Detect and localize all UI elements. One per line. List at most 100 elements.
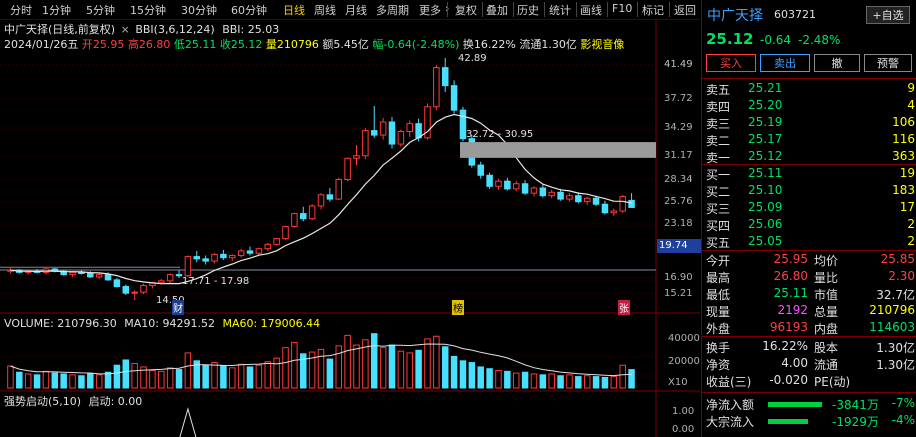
candle-body xyxy=(450,85,458,111)
candle-body xyxy=(273,238,280,245)
statistics-button[interactable]: 统计 xyxy=(549,4,571,17)
candle-body xyxy=(317,194,325,207)
volume-bars xyxy=(7,333,635,389)
tab-15min[interactable]: 15分钟 xyxy=(130,4,166,17)
tab-60min[interactable]: 60分钟 xyxy=(231,4,267,17)
volume-bar xyxy=(149,369,156,389)
volume-bar xyxy=(362,339,369,389)
candle-body xyxy=(211,253,218,262)
volume-bar xyxy=(184,352,192,389)
ask-volume: 106 xyxy=(892,115,915,129)
indicator-name[interactable]: BBI(3,6,12,24) xyxy=(135,23,215,36)
tab-weekly[interactable]: 周线 xyxy=(314,4,336,17)
bid-price: 25.09 xyxy=(748,200,783,214)
sub-tick: 0.00 xyxy=(672,424,695,435)
add-watchlist-label: +自选 xyxy=(872,9,904,22)
bar-volume: 量210796 xyxy=(265,38,319,51)
volume-bar xyxy=(557,375,564,389)
volume-bar xyxy=(95,374,103,389)
volume-bar xyxy=(42,370,50,389)
overlay-button[interactable]: 叠加 xyxy=(486,4,508,17)
stat-value: 32.7亿 xyxy=(876,288,915,302)
sub-tick: 1.00 xyxy=(672,406,695,417)
bid-volume: 183 xyxy=(892,183,915,197)
financial-report-marker[interactable]: 财 xyxy=(172,300,184,315)
volume-header: VOLUME: 210796.30 MA10: 94291.52 MA60: 1… xyxy=(4,317,320,330)
candle-body xyxy=(193,256,201,260)
stock-code: 603721 xyxy=(774,8,816,21)
gap-band-label: 17.71 - 17.98 xyxy=(182,276,250,287)
volume-bar xyxy=(326,358,334,389)
candle-body xyxy=(264,243,272,250)
stat-label: 换手 xyxy=(706,341,731,355)
volume-bar xyxy=(353,344,360,389)
float-cap: 流通1.30亿 xyxy=(519,38,577,51)
candle-body xyxy=(69,271,76,276)
stat-label: 外盘 xyxy=(706,322,731,336)
tab-intraday[interactable]: 分时 xyxy=(10,4,32,17)
bid-level-label: 买一 xyxy=(706,168,731,182)
price-tick: 34.29 xyxy=(664,122,693,133)
ask-price: 25.17 xyxy=(748,132,783,146)
low-price-label: 14.50 xyxy=(156,295,185,306)
add-watchlist-button[interactable]: +自选 xyxy=(866,6,910,24)
f10-button[interactable]: F10 xyxy=(612,2,633,15)
tab-30min[interactable]: 30分钟 xyxy=(181,4,217,17)
mark-button[interactable]: 标记 xyxy=(642,4,664,17)
draw-line-button[interactable]: 画线 xyxy=(580,4,602,17)
volume-bar xyxy=(255,364,263,389)
buy-button[interactable]: 买入 xyxy=(706,54,756,72)
divider xyxy=(702,392,916,393)
volume-bar xyxy=(24,373,32,389)
volume-bar xyxy=(424,338,431,389)
divider xyxy=(702,78,916,79)
tab-5min[interactable]: 5分钟 xyxy=(86,4,115,17)
tab-daily[interactable]: 日线 xyxy=(283,4,305,17)
volume-bar xyxy=(441,346,449,389)
candle-body xyxy=(326,194,334,200)
candle-body xyxy=(530,187,538,194)
volume-bar xyxy=(131,362,138,389)
dragon-tiger-list-marker[interactable]: 榜 xyxy=(452,300,464,315)
candles xyxy=(7,58,635,300)
price-tick: 41.49 xyxy=(664,59,693,70)
close-icon[interactable]: × xyxy=(120,23,130,36)
sell-button[interactable]: 卖出 xyxy=(760,54,810,72)
alert-label: 预警 xyxy=(877,57,899,70)
alert-button[interactable]: 预警 xyxy=(864,54,912,72)
tab-multi-period[interactable]: 多周期 xyxy=(376,4,409,17)
kline-chart[interactable] xyxy=(0,19,700,437)
tab-1min[interactable]: 1分钟 xyxy=(42,4,71,17)
industry-tag[interactable]: 影视音像 xyxy=(580,38,625,51)
history-button[interactable]: 历史 xyxy=(517,4,539,17)
limit-up-marker[interactable]: 张 xyxy=(618,300,630,315)
volume-bar xyxy=(33,374,41,389)
candle-body xyxy=(308,205,316,220)
candle-body xyxy=(397,131,405,145)
price-tick: 23.18 xyxy=(664,218,693,229)
flow-pct: -7% xyxy=(891,396,915,410)
candle-body xyxy=(104,274,112,281)
volume-bar xyxy=(530,373,538,389)
ma10-value: MA10: 94291.52 xyxy=(124,317,215,330)
bar-turnover: 换16.22% xyxy=(462,38,516,51)
toolbar-divider xyxy=(607,2,608,17)
tab-more[interactable]: 更多 xyxy=(419,4,441,17)
stat-label: 最高 xyxy=(706,271,731,285)
candle-body xyxy=(601,203,609,214)
candle-body xyxy=(557,191,564,200)
volume-bar xyxy=(539,374,547,389)
volume-bar xyxy=(87,373,94,389)
volume-bar xyxy=(415,349,422,389)
restore-rights-button[interactable]: 复权 xyxy=(455,4,477,17)
tab-monthly[interactable]: 月线 xyxy=(345,4,367,17)
bar-high: 高26.80 xyxy=(127,38,171,51)
bar-open: 开25.95 xyxy=(81,38,125,51)
sub-indicator-name[interactable]: 强势启动(5,10) xyxy=(4,395,82,408)
cancel-order-button[interactable]: 撤 xyxy=(814,54,860,72)
volume-bar xyxy=(575,376,582,389)
back-button[interactable]: 返回 xyxy=(674,4,696,17)
candle-body xyxy=(202,258,209,262)
candle-body xyxy=(495,180,502,187)
toolbar-divider xyxy=(637,2,638,17)
